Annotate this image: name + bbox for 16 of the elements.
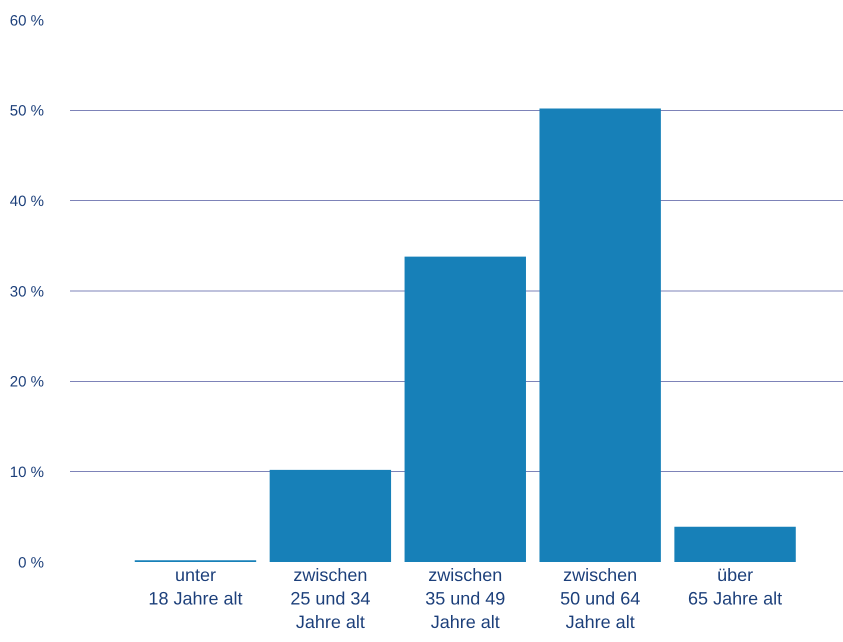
y-tick-label: 50 %	[10, 102, 44, 120]
y-tick-label: 20 %	[10, 374, 44, 391]
x-tick-label: zwischen 50 und 64 Jahre alt	[560, 565, 640, 632]
x-tick-label: zwischen 25 und 34 Jahre alt	[290, 565, 370, 632]
y-tick-label: 10 %	[10, 464, 44, 481]
bar	[270, 470, 392, 562]
x-tick-label: unter 18 Jahre alt	[148, 565, 242, 608]
x-tick-label: zwischen 35 und 49 Jahre alt	[425, 565, 506, 632]
y-tick-label: 30 %	[10, 283, 44, 300]
bar	[404, 256, 526, 562]
y-tick-label: 0 %	[18, 554, 44, 572]
y-tick-label: 40 %	[10, 192, 44, 210]
x-tick-label: über 65 Jahre alt	[688, 565, 782, 608]
bar	[674, 526, 796, 562]
y-tick-label: 60 %	[10, 12, 44, 30]
bar	[539, 108, 661, 562]
